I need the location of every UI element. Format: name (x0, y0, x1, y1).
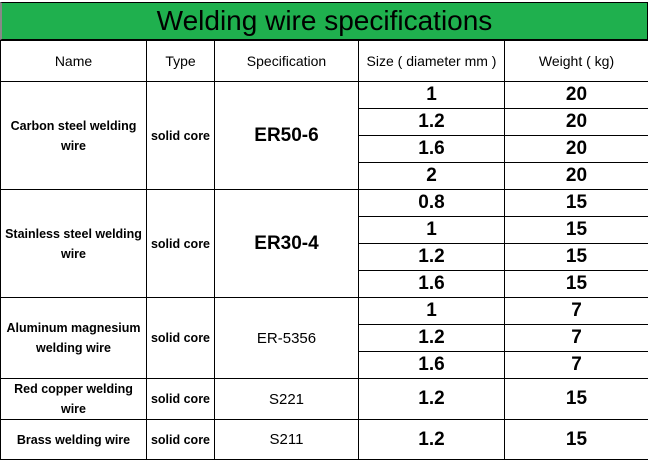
wire-type: solid core (147, 379, 215, 420)
wire-specification: ER50-6 (215, 82, 359, 190)
wire-name: Carbon steel welding wire (1, 82, 147, 190)
spec-table: Name Type Specification Size ( diameter … (0, 40, 648, 460)
wire-weight: 15 (505, 420, 648, 460)
header-row: Name Type Specification Size ( diameter … (1, 41, 648, 82)
wire-size: 1.6 (359, 271, 505, 298)
wire-name: Red copper welding wire (1, 379, 147, 420)
wire-size: 2 (359, 163, 505, 190)
wire-size: 1.6 (359, 352, 505, 379)
wire-size: 0.8 (359, 190, 505, 217)
wire-size: 1.2 (359, 244, 505, 271)
wire-weight: 15 (505, 244, 648, 271)
header-name: Name (1, 41, 147, 82)
wire-name: Aluminum magnesium welding wire (1, 298, 147, 379)
table-title: Welding wire specifications (0, 2, 648, 40)
wire-name: Brass welding wire (1, 420, 147, 460)
wire-weight: 20 (505, 82, 648, 109)
wire-weight: 15 (505, 217, 648, 244)
wire-size: 1.2 (359, 379, 505, 420)
wire-weight: 7 (505, 298, 648, 325)
wire-weight: 7 (505, 325, 648, 352)
wire-specification: S211 (215, 420, 359, 460)
wire-type: solid core (147, 82, 215, 190)
wire-weight: 20 (505, 109, 648, 136)
wire-specification: S221 (215, 379, 359, 420)
wire-size: 1.2 (359, 325, 505, 352)
wire-type: solid core (147, 190, 215, 298)
wire-size: 1 (359, 217, 505, 244)
wire-size: 1.2 (359, 109, 505, 136)
wire-type: solid core (147, 420, 215, 460)
header-size: Size ( diameter mm ) (359, 41, 505, 82)
header-specification: Specification (215, 41, 359, 82)
header-type: Type (147, 41, 215, 82)
wire-size: 1 (359, 298, 505, 325)
wire-size: 1.2 (359, 420, 505, 460)
wire-specification: ER30-4 (215, 190, 359, 298)
wire-weight: 20 (505, 163, 648, 190)
wire-size: 1 (359, 82, 505, 109)
wire-weight: 7 (505, 352, 648, 379)
wire-weight: 20 (505, 136, 648, 163)
wire-weight: 15 (505, 271, 648, 298)
wire-weight: 15 (505, 379, 648, 420)
wire-name: Stainless steel welding wire (1, 190, 147, 298)
wire-specification: ER-5356 (215, 298, 359, 379)
wire-weight: 15 (505, 190, 648, 217)
wire-size: 1.6 (359, 136, 505, 163)
wire-type: solid core (147, 298, 215, 379)
header-weight: Weight ( kg) (505, 41, 648, 82)
